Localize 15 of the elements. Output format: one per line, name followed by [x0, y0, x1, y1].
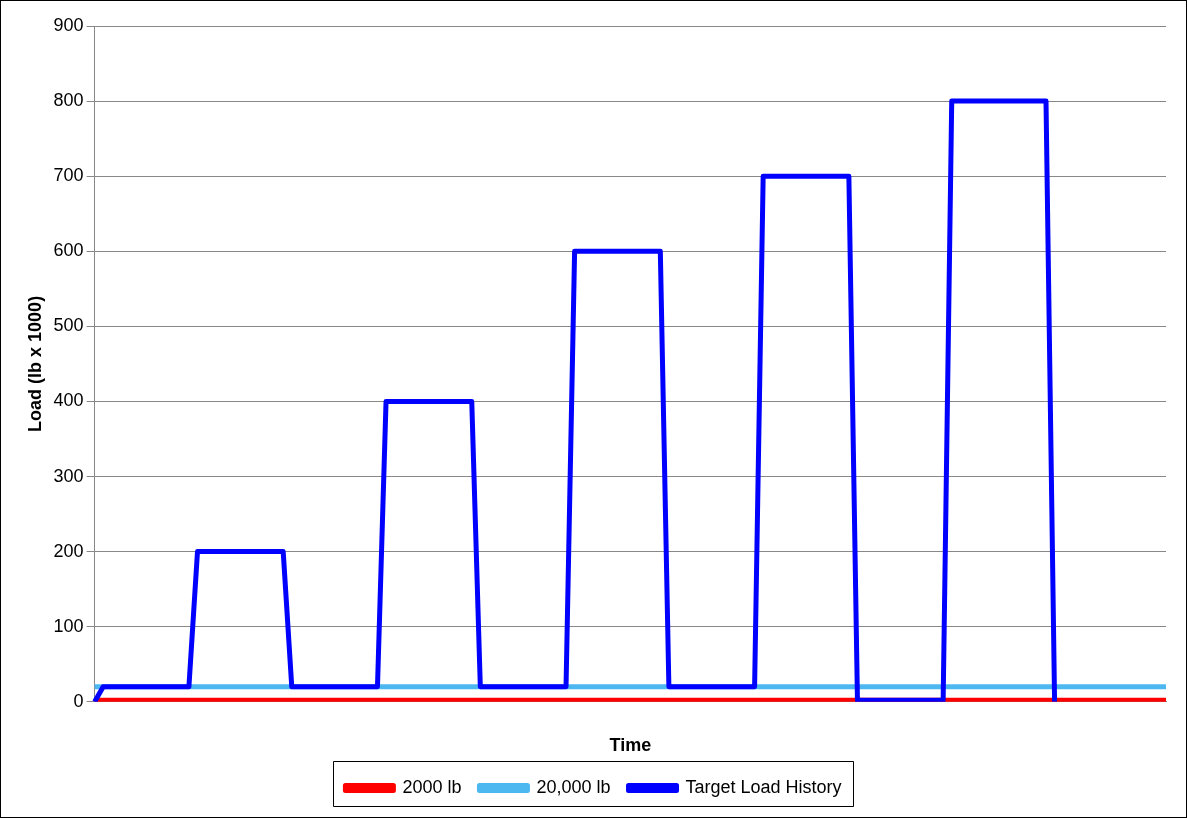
y-axis-title: Load (lb x 1000)	[24, 295, 45, 432]
legend-label: 20,000 lb	[536, 776, 611, 797]
y-tick-label: 600	[53, 240, 84, 261]
legend-label: 2000 lb	[402, 776, 462, 797]
y-tick-label: 200	[53, 540, 84, 561]
y-tick-label: 900	[53, 14, 84, 35]
y-tick-label: 800	[53, 90, 84, 111]
y-tick-label: 0	[73, 690, 84, 711]
y-tick-label: 100	[53, 615, 84, 636]
y-tick-label: 500	[53, 315, 84, 336]
x-axis-title: Time	[609, 735, 652, 756]
y-tick-label: 700	[53, 165, 84, 186]
y-tick-label: 400	[53, 390, 84, 411]
y-tick-label: 300	[53, 465, 84, 486]
legend-label: Target Load History	[685, 776, 842, 797]
